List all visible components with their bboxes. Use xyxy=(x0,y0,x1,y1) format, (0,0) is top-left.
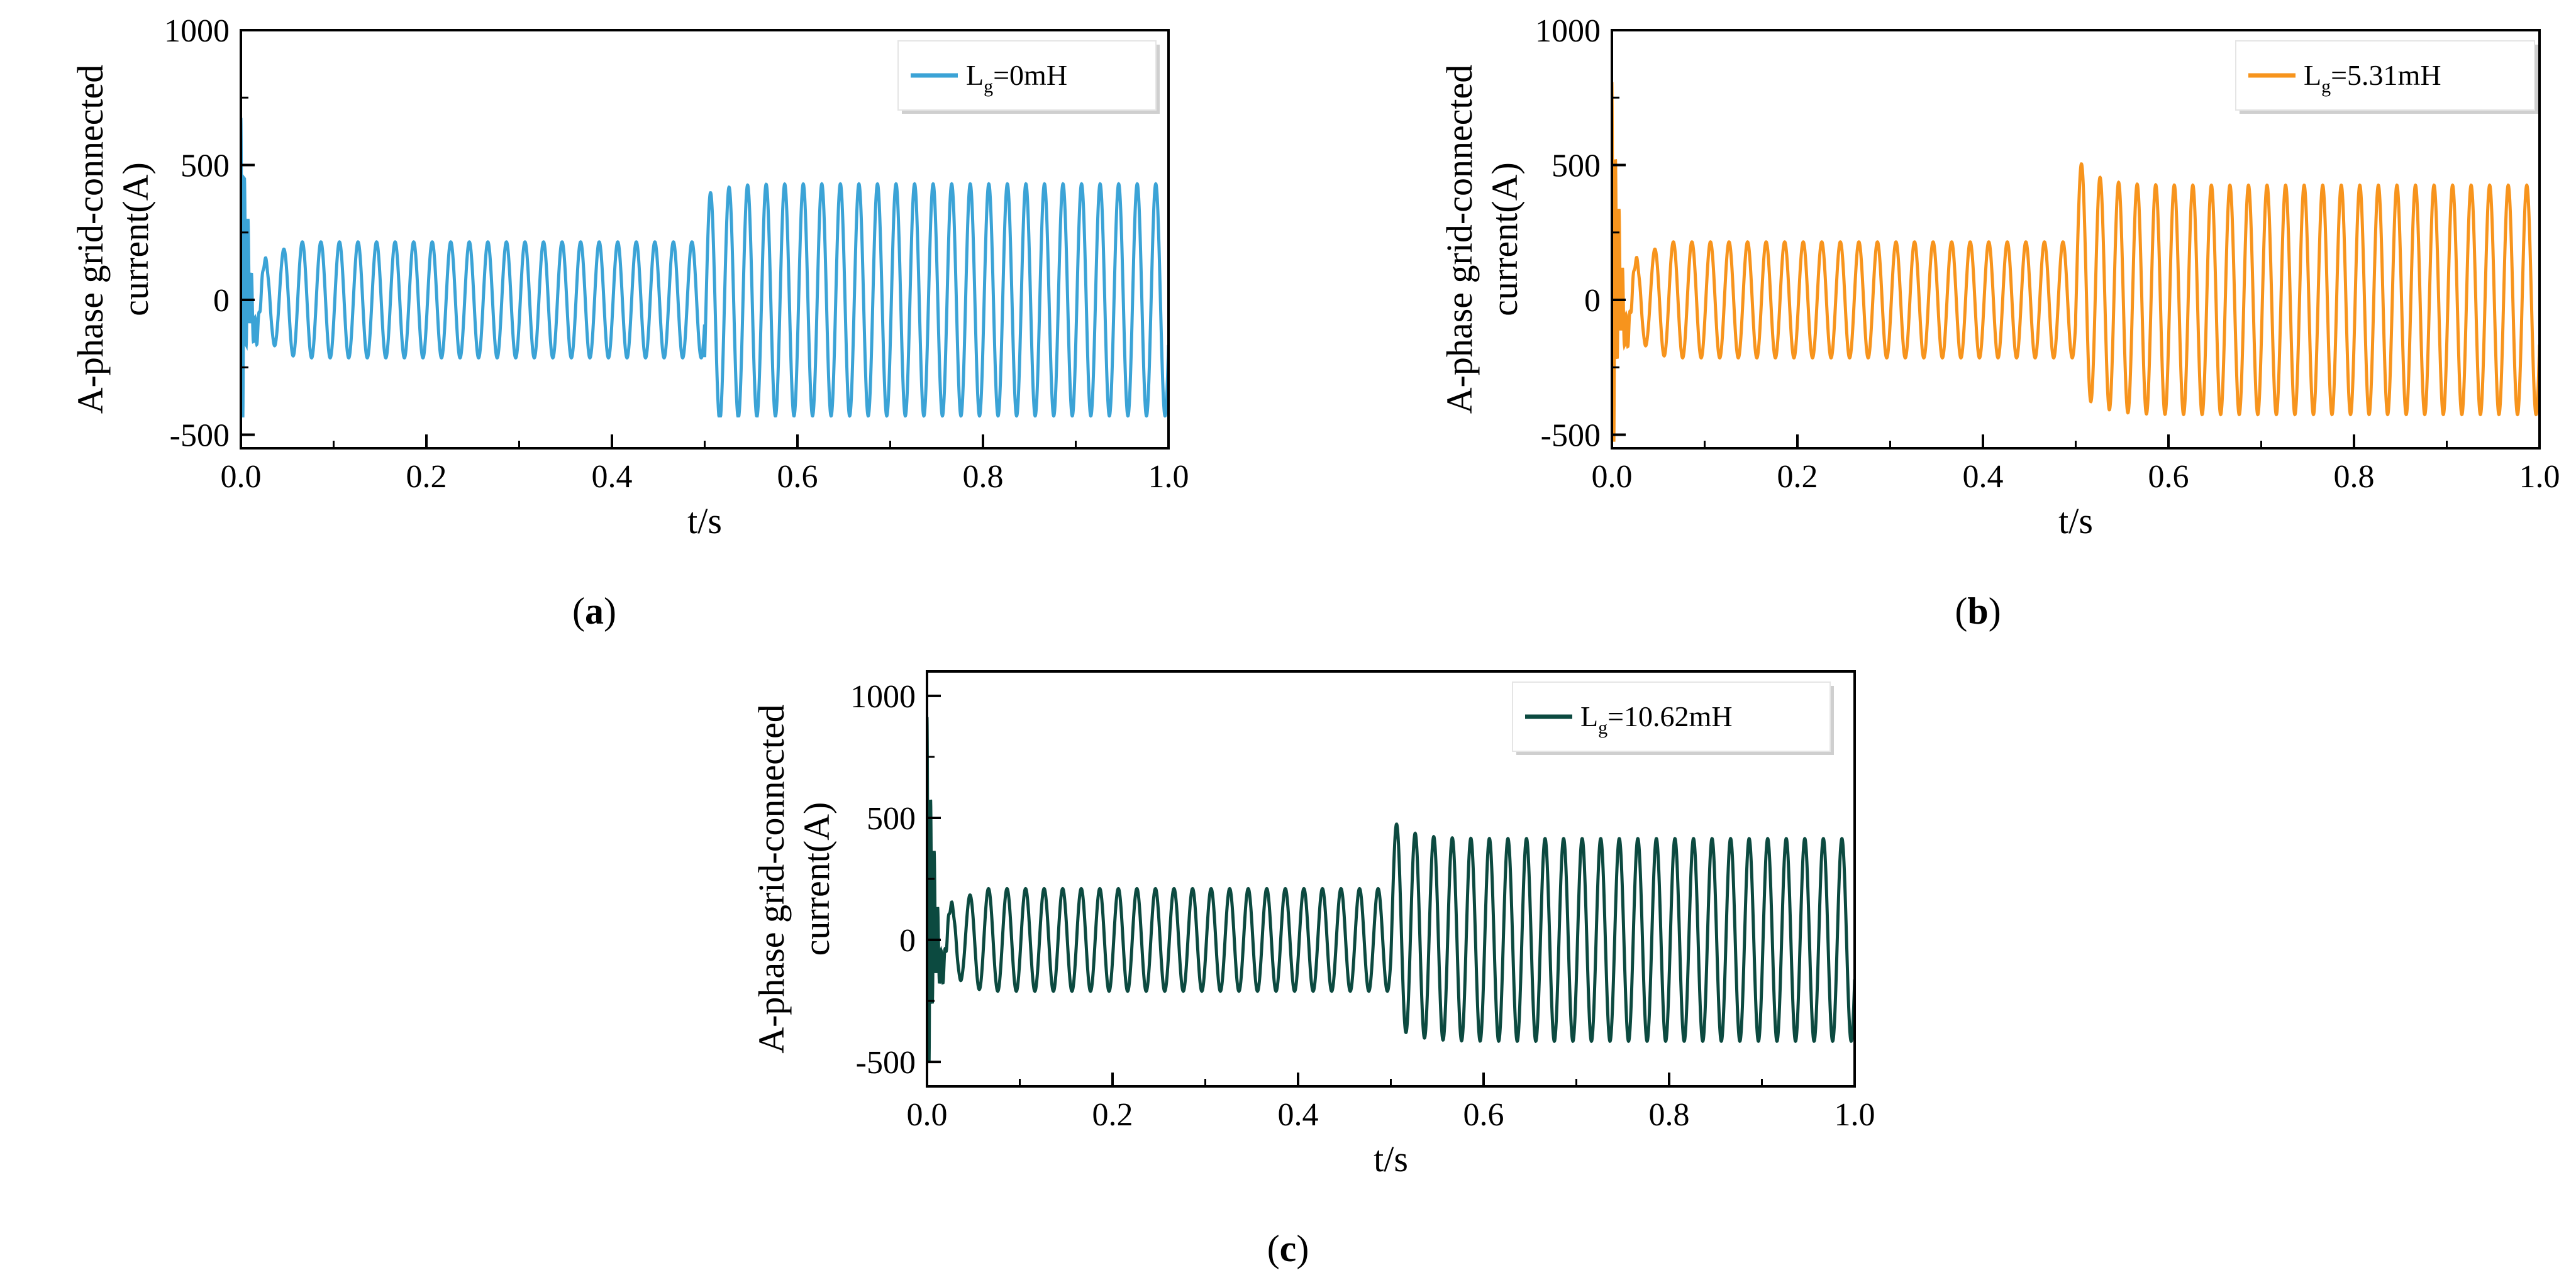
x-tick-label: 0.0 xyxy=(1592,459,1633,495)
x-tick-label: 1.0 xyxy=(1148,459,1189,495)
x-tick-label: 0.4 xyxy=(1278,1097,1319,1133)
y-axis-title-line-1: A-phase grid-connected xyxy=(751,704,792,1054)
panel-caption-c: (c) xyxy=(1267,1228,1309,1269)
x-tick-label: 0.2 xyxy=(406,459,447,495)
y-axis-title-line-2: current(A) xyxy=(796,802,837,956)
x-axis-title: t/s xyxy=(687,500,722,541)
legend-b: Lg=5.31mH xyxy=(2235,40,2538,114)
y-tick-label: -500 xyxy=(170,418,230,454)
x-tick-label: 0.8 xyxy=(963,459,1004,495)
y-axis-title-line-1: A-phase grid-connected xyxy=(1439,65,1480,414)
x-tick-label: 0.6 xyxy=(777,459,818,495)
y-tick-label: 0 xyxy=(899,923,916,959)
y-tick-label: 1000 xyxy=(164,13,230,49)
y-axis-title-line-2: current(A) xyxy=(1484,162,1525,316)
y-tick-label: 500 xyxy=(867,801,916,837)
y-tick-label: -500 xyxy=(856,1045,916,1081)
x-tick-label: 0.8 xyxy=(1649,1097,1690,1133)
y-axis-title: A-phase grid-connected current(A) xyxy=(751,704,837,1054)
panel-caption-a: (a) xyxy=(572,590,616,632)
legend-c: Lg=10.62mH xyxy=(1512,681,1834,755)
y-axis-title-line-1: A-phase grid-connected xyxy=(70,65,111,414)
x-tick-label: 0.4 xyxy=(592,459,633,495)
x-axis-title: t/s xyxy=(1374,1139,1408,1179)
y-tick-label: 0 xyxy=(1584,283,1601,319)
y-tick-label: 500 xyxy=(180,148,230,184)
x-tick-label: 0.6 xyxy=(1463,1097,1504,1133)
y-axis-title-line-2: current(A) xyxy=(115,162,156,316)
x-tick-label: 0.0 xyxy=(221,459,262,495)
x-tick-label: 0.2 xyxy=(1092,1097,1133,1133)
x-tick-label: 0.4 xyxy=(1963,459,2004,495)
x-tick-label: 0.2 xyxy=(1777,459,1818,495)
y-axis-title: A-phase grid-connected current(A) xyxy=(1439,65,1525,414)
x-tick-label: 0.6 xyxy=(2148,459,2189,495)
y-tick-label: 1000 xyxy=(850,679,916,715)
x-tick-label: 1.0 xyxy=(2519,459,2560,495)
panel-caption-b: (b) xyxy=(1955,590,2001,632)
legend-label: Lg=5.31mH xyxy=(2304,59,2441,97)
y-tick-label: 0 xyxy=(213,283,230,319)
series-line-a xyxy=(241,118,1169,418)
series-line-c xyxy=(927,717,1855,1061)
legend-label: Lg=0mH xyxy=(966,59,1067,97)
chart-panel-b: 0.0 0.2 0.4 0.6 0.8 1.0 1000 500 0 -500 t/s A-phase… xyxy=(1439,13,2560,632)
y-tick-label: 500 xyxy=(1552,148,1601,184)
x-tick-label: 1.0 xyxy=(1835,1097,1875,1133)
y-tick-label: -500 xyxy=(1541,418,1601,454)
x-tick-label: 0.8 xyxy=(2334,459,2375,495)
legend-a: Lg=0mH xyxy=(897,40,1160,114)
y-tick-label: 1000 xyxy=(1535,13,1601,49)
x-axis-title: t/s xyxy=(2058,500,2093,541)
legend-label: Lg=10.62mH xyxy=(1580,700,1733,738)
x-tick-label: 0.0 xyxy=(907,1097,948,1133)
chart-panel-c: 0.0 0.2 0.4 0.6 0.8 1.0 1000 500 0 -500 t/s A-phase… xyxy=(751,670,1875,1269)
series-line-b xyxy=(1612,82,2540,442)
chart-panel-a: 0.0 0.2 0.4 0.6 0.8 1.0 1000 500 0 -500 t/s A-phase… xyxy=(70,13,1189,632)
y-axis-title: A-phase grid-connected current(A) xyxy=(70,65,156,414)
